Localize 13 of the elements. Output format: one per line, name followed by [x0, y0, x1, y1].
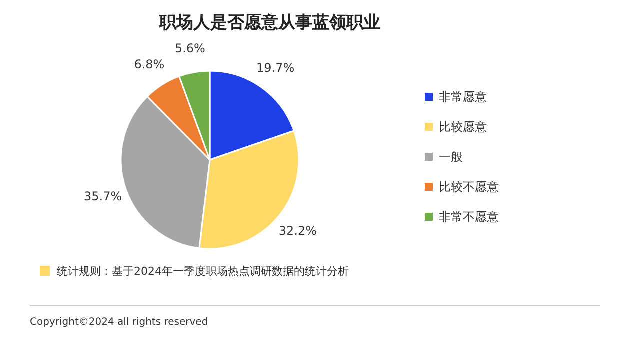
- legend-label: 非常愿意: [439, 90, 487, 104]
- text: 统计规则：基于2024年一季度职场热点调研数据的统计分析: [57, 265, 349, 278]
- legend-label: 比较愿意: [439, 120, 487, 134]
- text: Copyright©2024 all rights reserved: [30, 317, 208, 328]
- data-label: 5.6%: [174, 42, 206, 56]
- data-label: 35.7%: [84, 190, 122, 204]
- chart-title: 职场人是否愿意从事蓝领职业: [158, 13, 380, 33]
- data-label: 32.2%: [278, 224, 318, 238]
- data-label: 6.8%: [134, 58, 165, 72]
- legend-label: 一般: [439, 150, 463, 164]
- legend-label: 比较不愿意: [439, 180, 499, 194]
- legend-label: 非常不愿意: [439, 210, 499, 224]
- data-label: 19.7%: [256, 60, 295, 75]
